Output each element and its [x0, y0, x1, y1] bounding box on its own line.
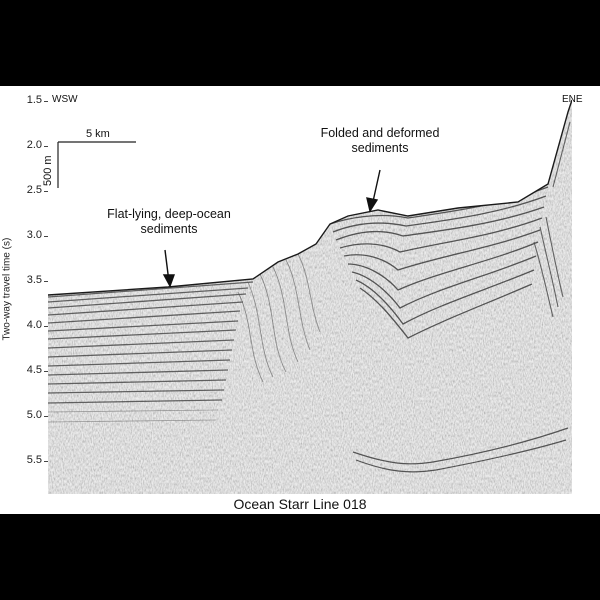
y-tick-mark [44, 416, 48, 417]
annotation-folded-sediments: Folded and deformed sediments [320, 126, 440, 155]
vertical-scale-label: 500 m [42, 155, 54, 186]
y-tick-mark [44, 326, 48, 327]
y-tick-mark [44, 101, 48, 102]
y-tick: 3.0 [26, 229, 42, 241]
direction-label-right: ENE [562, 94, 583, 105]
seismic-section [48, 92, 572, 494]
figure-caption: Ocean Starr Line 018 [233, 496, 367, 512]
y-tick-mark [44, 371, 48, 372]
y-tick-mark [44, 236, 48, 237]
y-tick: 1.5 [26, 94, 42, 106]
y-tick-mark [44, 146, 48, 147]
y-tick: 5.0 [26, 409, 42, 421]
y-tick-mark [44, 191, 48, 192]
annotation-flat-sediments: Flat-lying, deep-ocean sediments [107, 207, 231, 236]
direction-label-left: WSW [52, 94, 78, 105]
horizontal-scale-label: 5 km [86, 128, 110, 140]
y-tick-mark [44, 281, 48, 282]
y-tick: 4.5 [26, 364, 42, 376]
y-tick: 3.5 [26, 274, 42, 286]
y-axis-label: Two-way travel time (s) [1, 237, 13, 341]
y-tick-mark [44, 461, 48, 462]
y-tick: 2.5 [26, 184, 42, 196]
y-tick: 5.5 [26, 454, 42, 466]
y-tick: 4.0 [26, 319, 42, 331]
y-tick: 2.0 [26, 139, 42, 151]
